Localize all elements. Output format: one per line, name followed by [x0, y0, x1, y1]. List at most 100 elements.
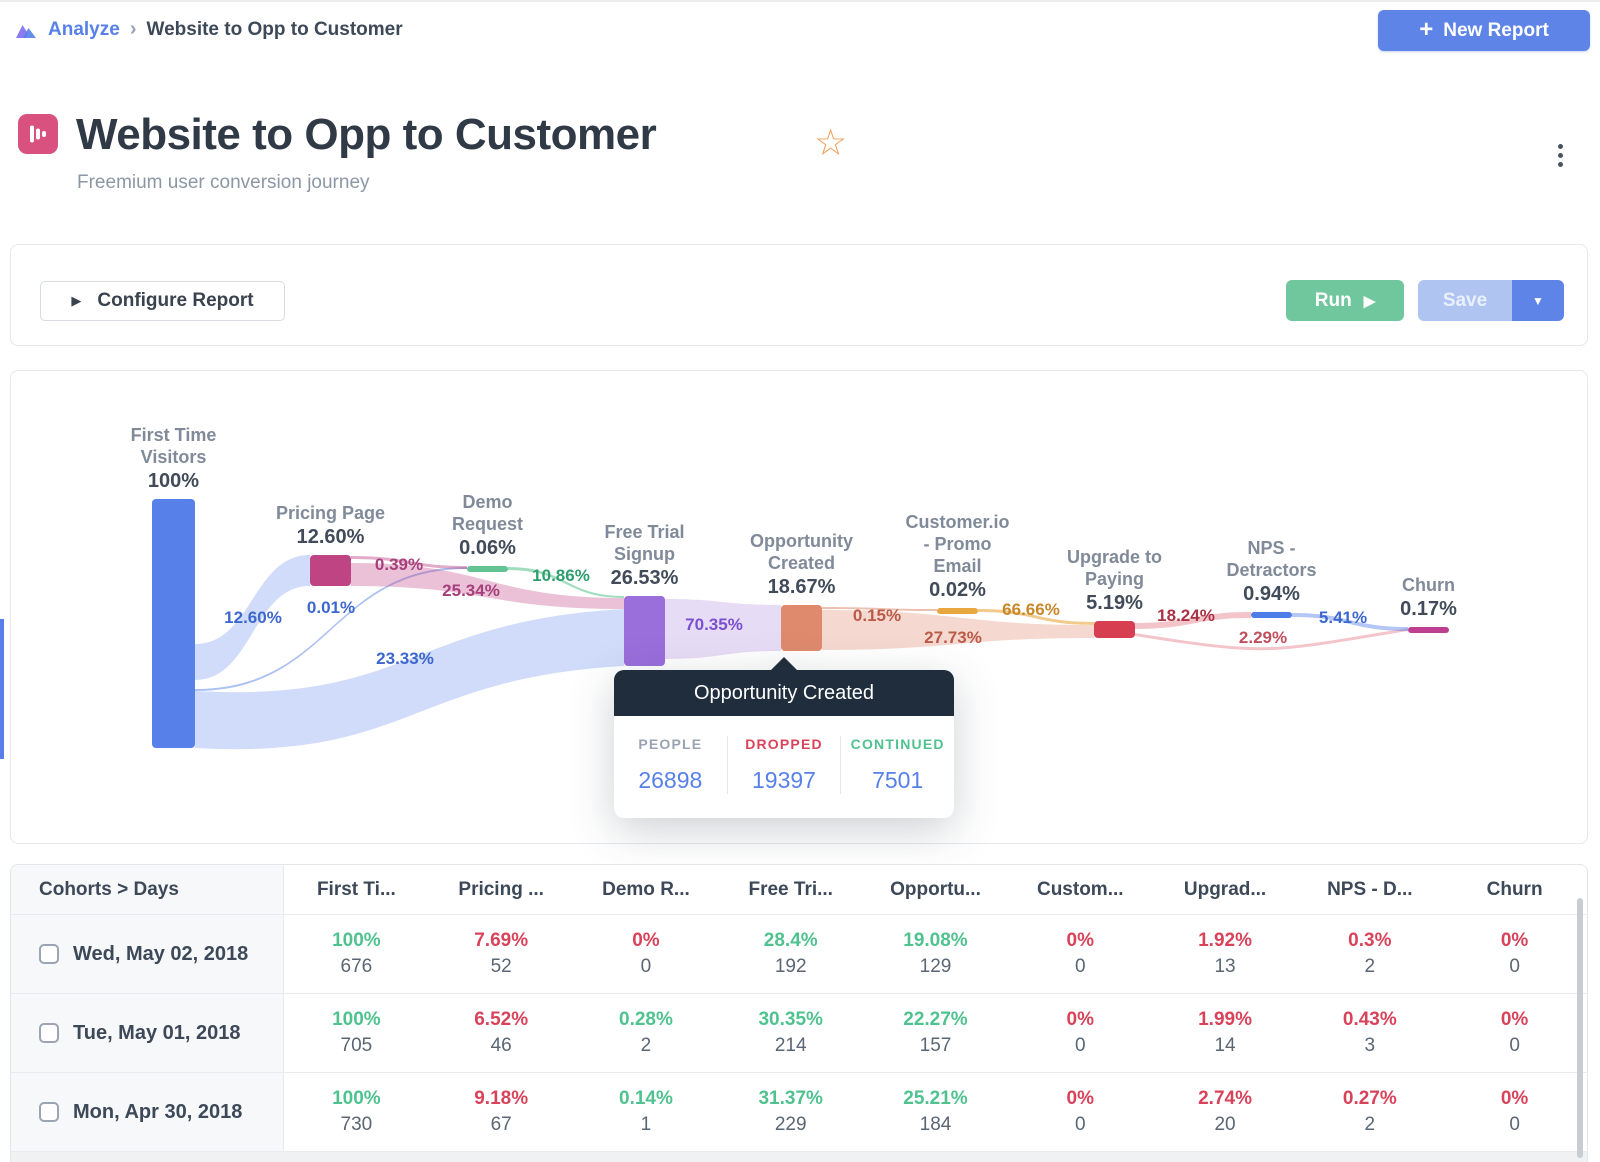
- node-title-label: Demo: [462, 492, 512, 512]
- sankey-node-upgrade-to-paying[interactable]: [1094, 621, 1135, 638]
- row-checkbox[interactable]: [39, 1102, 59, 1122]
- sankey-flow-0.01%[interactable]: [195, 567, 467, 691]
- metric-count: 0: [640, 956, 652, 977]
- breadcrumb-current-page: Website to Opp to Customer: [146, 19, 403, 40]
- flow-label: 18.24%: [1157, 606, 1215, 625]
- metric-cell: 100% 730: [284, 1073, 429, 1151]
- cohort-date-cell: Mon, Apr 30, 2018: [11, 1073, 284, 1151]
- sankey-flow-2.29%[interactable]: [1135, 628, 1408, 651]
- metric-cell: 100% 676: [284, 915, 429, 993]
- metric-percent: 19.08%: [903, 930, 968, 951]
- save-split-button: Save ▼: [1418, 280, 1564, 321]
- node-title-label: First Time: [131, 425, 217, 445]
- toolbar-panel: ▶ Configure Report Run ▶ Save ▼: [10, 244, 1588, 346]
- metric-percent: 0%: [1500, 1009, 1529, 1030]
- metric-count: 157: [919, 1035, 952, 1056]
- sankey-flow-12.60%[interactable]: [195, 555, 310, 680]
- metric-cell: 0% 0: [1008, 994, 1153, 1072]
- breadcrumb-chevron-icon: ›: [129, 17, 137, 40]
- save-button[interactable]: Save: [1418, 280, 1512, 321]
- metric-count: 2: [1364, 956, 1376, 977]
- column-header: Custom...: [1036, 878, 1124, 900]
- sankey-flow-10.86%[interactable]: [508, 567, 624, 598]
- metric-cell: 28.4% 192: [718, 915, 863, 993]
- sankey-flow-18.24%[interactable]: [1135, 612, 1251, 629]
- column-header: Pricing ...: [458, 878, 544, 900]
- analyze-logo-icon: [14, 18, 38, 42]
- table-header-row: Cohorts > Days First Ti... Pricing ... Dem…: [11, 865, 1587, 915]
- flow-label: 2.29%: [1239, 628, 1287, 647]
- node-percent-label: 26.53%: [611, 567, 679, 589]
- sankey-node-pricing-page[interactable]: [310, 555, 351, 586]
- sankey-flow-0.39%[interactable]: [351, 556, 467, 569]
- sankey-node-demo-request[interactable]: [467, 566, 508, 572]
- metric-cell: 22.27% 157: [863, 994, 1008, 1072]
- metric-count: 2: [640, 1035, 652, 1056]
- sankey-flow-25.34%[interactable]: [351, 563, 624, 609]
- node-percent-label: 0.17%: [1400, 598, 1457, 620]
- metric-count: 1: [640, 1114, 652, 1135]
- metric-count: 0: [1509, 956, 1520, 977]
- row-checkbox[interactable]: [39, 1023, 59, 1043]
- metric-percent: 0%: [1066, 1009, 1094, 1030]
- expand-triangle-icon: ▶: [71, 293, 82, 308]
- save-dropdown-button[interactable]: ▼: [1512, 280, 1564, 321]
- row-checkbox[interactable]: [39, 944, 59, 964]
- table-row[interactable]: Mon, Apr 30, 2018 100% 730 9.18% 67 0.14% 1 31.…: [11, 1073, 1587, 1152]
- node-title-label: - Promo: [923, 534, 991, 554]
- flow-label: 70.35%: [685, 615, 743, 634]
- metric-cell: 0% 0: [1442, 1073, 1587, 1151]
- sankey-flow-66.66%[interactable]: [978, 609, 1094, 625]
- sankey-node-first-time-visitors[interactable]: [152, 499, 195, 748]
- favorite-star-icon[interactable]: ☆: [814, 122, 848, 163]
- flow-label: 66.66%: [1002, 600, 1060, 619]
- node-percent-label: 0.02%: [929, 579, 986, 601]
- cohort-date-cell: Wed, May 02, 2018: [11, 915, 284, 993]
- new-report-button[interactable]: + New Report: [1378, 10, 1590, 51]
- node-title-label: Signup: [614, 544, 675, 564]
- node-title-label: Pricing Page: [276, 503, 385, 523]
- sankey-flow-70.35%[interactable]: [665, 599, 781, 659]
- page-title: Website to Opp to Customer: [76, 110, 657, 159]
- sankey-flow-5.41%[interactable]: [1292, 613, 1408, 631]
- edge-node-sliver: [0, 619, 4, 759]
- metric-cell: 25.21% 184: [863, 1073, 1008, 1151]
- table-scrollbar[interactable]: [1577, 898, 1583, 1158]
- tooltip-title: Opportunity Created: [614, 670, 954, 716]
- sankey-node-free-trial-signup[interactable]: [624, 596, 665, 666]
- metric-percent: 100%: [332, 930, 381, 951]
- metric-cell: 0.28% 2: [574, 994, 719, 1072]
- table-row[interactable]: Tue, May 01, 2018 100% 705 6.52% 46 0.28% 2 30.…: [11, 994, 1587, 1073]
- report-subtitle: Freemium user conversion journey: [77, 172, 370, 193]
- tooltip-people-col: PEOPLE 26898: [638, 736, 703, 793]
- metric-count: 676: [340, 956, 373, 977]
- sankey-node-nps-detractors[interactable]: [1251, 612, 1292, 618]
- table-row[interactable]: Wed, May 02, 2018 100% 676 7.69% 52 0% 0 28.4% 1…: [11, 915, 1587, 994]
- sankey-flow-27.73%[interactable]: [822, 610, 1094, 650]
- sankey-node-opportunity-created[interactable]: [781, 605, 822, 651]
- metric-cell: 0.27% 2: [1297, 1073, 1442, 1151]
- sankey-flow-0.15%[interactable]: [822, 607, 937, 611]
- table-corner-label: Cohorts > Days: [11, 865, 284, 914]
- metric-count: 192: [774, 956, 807, 977]
- node-percent-label: 5.19%: [1086, 592, 1143, 614]
- sankey-chart: 12.60% 0.01% 23.33% 0.39% 25.34% 10.86% 70.35%…: [131, 425, 1457, 750]
- next-row-sliver: [11, 1152, 1587, 1162]
- node-percent-label: 0.06%: [459, 537, 516, 559]
- sankey-flow-23.33%[interactable]: [195, 609, 624, 750]
- configure-report-button[interactable]: ▶ Configure Report: [40, 281, 285, 321]
- report-type-icon: [18, 114, 58, 154]
- sankey-node-churn[interactable]: [1408, 627, 1449, 633]
- flow-label: 0.39%: [375, 555, 423, 574]
- breadcrumb-analyze-link[interactable]: Analyze: [48, 19, 120, 40]
- kebab-menu-button[interactable]: [1552, 138, 1569, 173]
- sankey-node-customer-io-promo-email[interactable]: [937, 608, 978, 614]
- metric-cell: 0% 0: [1008, 1073, 1153, 1151]
- run-button[interactable]: Run ▶: [1286, 280, 1404, 321]
- metric-count: 705: [340, 1035, 373, 1056]
- metric-percent: 100%: [332, 1009, 381, 1030]
- metric-count: 52: [490, 956, 512, 977]
- node-title-label: Customer.io: [905, 512, 1009, 532]
- metric-percent: 1.99%: [1198, 1009, 1252, 1030]
- chart-panel: 12.60% 0.01% 23.33% 0.39% 25.34% 10.86% 70.35%…: [10, 370, 1588, 844]
